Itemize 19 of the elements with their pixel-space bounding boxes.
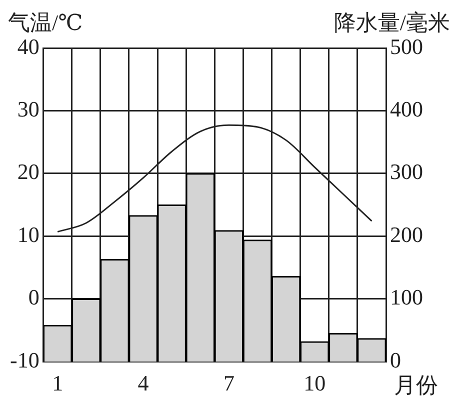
x-tick-label: 10: [304, 370, 326, 396]
y-tick-label: 40: [17, 34, 40, 59]
y-tick-label: 20: [17, 159, 40, 184]
y-tick-label: 30: [17, 96, 40, 122]
y2-tick-label: 0: [390, 347, 401, 372]
y-tick-label: 0: [28, 284, 40, 310]
x-axis-title: 月份: [394, 372, 438, 398]
y2-tick-label: 500: [390, 34, 423, 59]
y2-axis-title: 降水量/毫米: [334, 10, 450, 35]
y2-tick-label: 200: [390, 222, 423, 247]
y-tick-label: 10: [17, 222, 40, 247]
y-axis-title: 气温/℃: [8, 10, 83, 35]
y-tick-label: -10: [10, 347, 40, 372]
x-tick-label: 7: [223, 370, 234, 396]
y2-tick-label: 400: [390, 96, 423, 122]
y2-tick-label: 300: [390, 159, 423, 184]
x-tick-label: 4: [138, 370, 149, 396]
y2-tick-label: 100: [390, 284, 423, 310]
x-tick-label: 1: [52, 370, 64, 396]
